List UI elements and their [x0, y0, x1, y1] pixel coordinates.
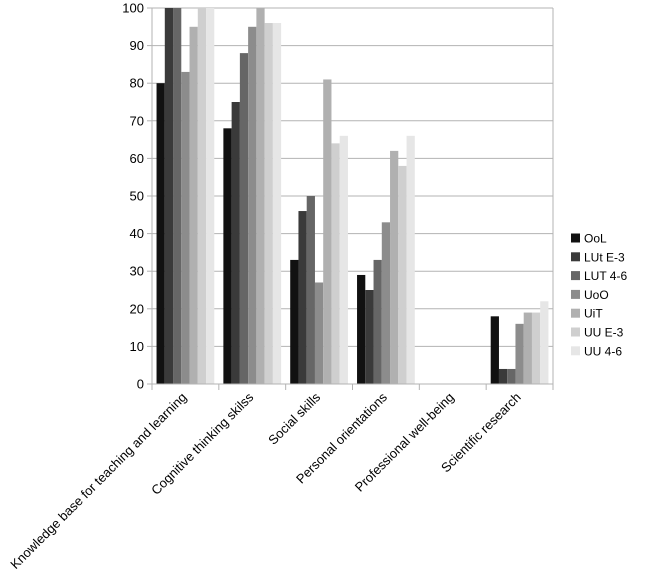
legend-label: UoO: [584, 288, 609, 302]
bar-lut-4-6: [173, 8, 182, 384]
legend: OoL LUt E-3 LUT 4-6 UoO UiT UU E-3 UU 4-6: [571, 232, 627, 358]
bar-uu-4-6: [540, 301, 549, 384]
legend-swatch: [571, 233, 580, 243]
legend-swatch: [571, 271, 580, 281]
bar-ool: [223, 128, 232, 384]
bar-uu-e-3: [531, 312, 541, 384]
bar-uu-e-3: [264, 23, 273, 384]
bar-ool: [490, 316, 499, 384]
legend-label: OoL: [584, 232, 607, 246]
gridlines: [152, 7, 553, 385]
legend-swatch: [571, 252, 580, 262]
bar-uu-4-6: [406, 135, 415, 384]
bar-lut-4-6: [239, 53, 249, 385]
x-axis-tick-labels: Knowledge base for teaching and learning…: [7, 389, 523, 572]
bar-uu-4-6: [272, 23, 282, 384]
y-tick-label: 100: [122, 1, 144, 16]
legend-label: LUt E-3: [584, 250, 625, 264]
y-tick-label: 40: [130, 226, 144, 241]
legend-swatch: [571, 327, 580, 337]
bar-lut-e-3: [231, 102, 240, 384]
bar-uit: [189, 26, 198, 385]
y-tick-label: 30: [130, 264, 144, 279]
legend-label: UU 4-6: [584, 344, 622, 358]
legend-swatch: [571, 346, 580, 356]
bar-lut-e-3: [498, 368, 508, 384]
legend-swatch: [571, 289, 580, 299]
bar-uu-4-6: [206, 8, 215, 384]
bar-ool: [156, 83, 165, 384]
legend-label: LUT 4-6: [584, 269, 627, 283]
bar-uit: [323, 79, 332, 384]
bar-lut-e-3: [365, 290, 374, 384]
y-tick-label: 0: [137, 377, 144, 392]
bar-uit: [256, 8, 265, 384]
y-tick-label: 70: [130, 113, 144, 128]
x-tick-label: Social skills: [265, 389, 323, 447]
bar-uit: [523, 312, 532, 384]
y-tick-label: 50: [130, 189, 144, 204]
bar-lut-e-3: [164, 8, 174, 384]
bar-lut-4-6: [373, 259, 382, 384]
y-tick-label: 20: [130, 301, 144, 316]
bar-uoo: [381, 222, 391, 384]
bar-lut-4-6: [507, 368, 516, 384]
bar-uit: [390, 150, 399, 384]
bar-lut-4-6: [306, 196, 315, 384]
legend-label: UU E-3: [584, 326, 624, 340]
y-tick-label: 80: [130, 76, 144, 91]
y-tick-label: 60: [130, 151, 144, 166]
bar-uu-e-3: [197, 8, 207, 384]
bar-uoo: [515, 323, 524, 384]
legend-label: UiT: [584, 307, 603, 321]
axes: [147, 7, 554, 390]
y-axis-tick-labels: 0 10 20 30 40 50 60 70 80 90 100: [122, 1, 144, 392]
y-tick-label: 90: [130, 38, 144, 53]
bar-uoo: [181, 71, 190, 385]
bar-uu-e-3: [331, 143, 340, 384]
bars: [156, 8, 549, 385]
bar-ool: [357, 274, 366, 384]
bar-uoo: [314, 282, 324, 384]
bar-ool: [290, 259, 299, 384]
bar-uoo: [248, 26, 257, 385]
legend-swatch: [571, 308, 580, 318]
bar-uu-4-6: [339, 135, 348, 384]
bar-lut-e-3: [298, 211, 307, 384]
y-tick-label: 10: [130, 339, 144, 354]
bar-uu-e-3: [398, 165, 407, 384]
